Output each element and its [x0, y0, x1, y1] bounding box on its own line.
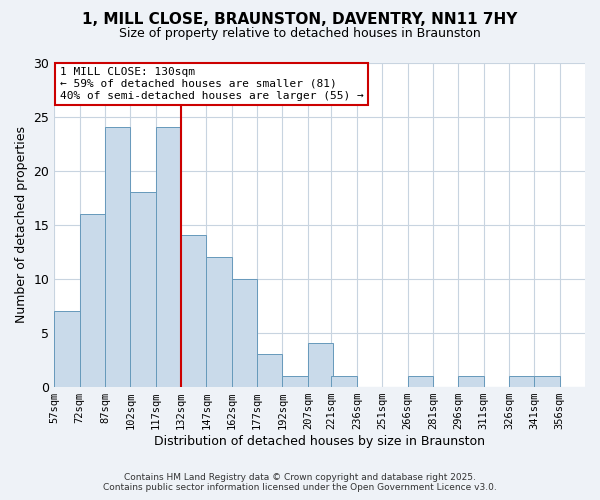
Text: 1 MILL CLOSE: 130sqm
← 59% of detached houses are smaller (81)
40% of semi-detac: 1 MILL CLOSE: 130sqm ← 59% of detached h… [59, 68, 364, 100]
Bar [509, 376, 534, 386]
Bar [331, 376, 357, 386]
Bar [232, 278, 257, 386]
Bar [308, 344, 333, 386]
X-axis label: Distribution of detached houses by size in Braunston: Distribution of detached houses by size … [154, 434, 485, 448]
Bar [407, 376, 433, 386]
Text: 1, MILL CLOSE, BRAUNSTON, DAVENTRY, NN11 7HY: 1, MILL CLOSE, BRAUNSTON, DAVENTRY, NN11… [82, 12, 518, 28]
Y-axis label: Number of detached properties: Number of detached properties [15, 126, 28, 323]
Bar [156, 128, 181, 386]
Bar [458, 376, 484, 386]
Bar [130, 192, 156, 386]
Text: Size of property relative to detached houses in Braunston: Size of property relative to detached ho… [119, 28, 481, 40]
Bar [181, 236, 206, 386]
Bar [534, 376, 560, 386]
Bar [105, 128, 130, 386]
Bar [283, 376, 308, 386]
Bar [54, 311, 80, 386]
Bar [257, 354, 283, 386]
Bar [80, 214, 105, 386]
Text: Contains HM Land Registry data © Crown copyright and database right 2025.
Contai: Contains HM Land Registry data © Crown c… [103, 473, 497, 492]
Bar [206, 257, 232, 386]
